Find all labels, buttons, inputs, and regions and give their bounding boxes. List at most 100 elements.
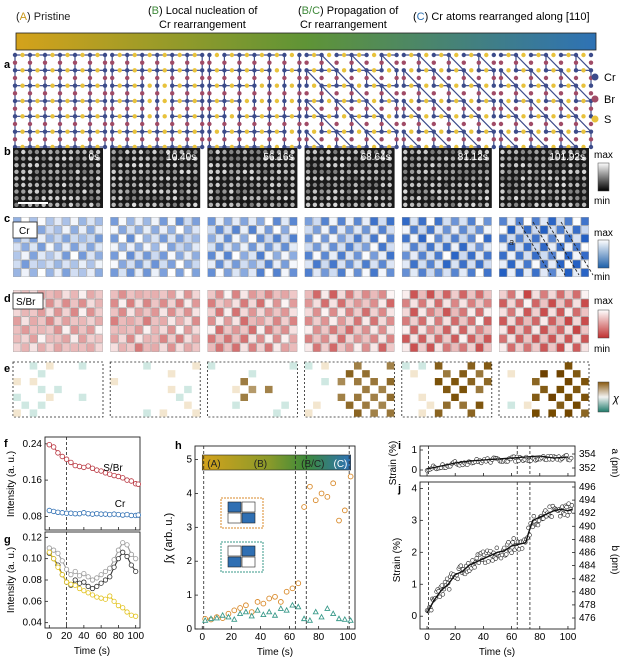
header-stages: (A) Pristine (B) Local nucleation of Cr … — [15, 5, 597, 51]
checker-cell — [426, 234, 435, 243]
cr-atom — [558, 98, 564, 104]
checker-cell — [248, 307, 257, 317]
checker-cell — [531, 290, 540, 299]
atom-column — [339, 176, 345, 181]
panel-frame — [401, 361, 493, 418]
br-atom — [319, 60, 324, 65]
br-atom — [57, 106, 63, 111]
s-atom — [311, 114, 317, 119]
checker-cell — [378, 217, 387, 226]
cr-atom — [267, 52, 272, 58]
checker-cell — [540, 316, 548, 326]
checker-cell — [362, 217, 370, 226]
diagonal-bond — [575, 115, 592, 133]
atom-column — [125, 182, 130, 188]
diagonal-bond — [403, 131, 420, 148]
checker-cell — [443, 370, 451, 378]
br-atom — [222, 137, 227, 142]
checker-cell — [580, 316, 589, 326]
checker-cell — [232, 290, 240, 299]
checker-cell — [143, 251, 151, 260]
x-tick-label: 80 — [534, 632, 546, 643]
br-atom — [401, 91, 406, 96]
atom-column — [409, 189, 415, 194]
checker-cell — [580, 268, 589, 277]
atom-column — [14, 182, 19, 188]
checker-cell — [370, 343, 379, 352]
orange-point — [289, 585, 296, 592]
atom-column — [48, 189, 53, 194]
checker-cell — [134, 234, 143, 243]
cr-atom — [498, 114, 504, 119]
checker-cell — [126, 334, 135, 343]
br-atom — [87, 106, 93, 111]
checker-cell — [207, 260, 216, 269]
cr-atom — [401, 83, 406, 88]
atom-column — [283, 176, 288, 181]
checker-cell — [581, 409, 589, 417]
atom-column — [229, 196, 234, 201]
atom-legend: Cr Br S — [591, 72, 616, 126]
atom-column — [387, 163, 392, 168]
atom-column — [443, 156, 449, 161]
checker-cell — [459, 334, 468, 343]
checker-cell — [78, 242, 87, 252]
checker-cell — [62, 234, 71, 243]
data-point — [63, 510, 70, 516]
checker-cell — [21, 401, 30, 409]
c-scale-min: min — [594, 272, 610, 283]
cr-atom — [237, 98, 242, 104]
atom-column — [34, 176, 40, 181]
atom-column — [437, 176, 442, 181]
br-atom — [200, 121, 205, 127]
atom-column — [541, 163, 546, 168]
checker-cell — [232, 268, 240, 277]
atom-column — [547, 182, 553, 188]
checker-cell — [183, 299, 192, 308]
atom-column — [326, 156, 331, 161]
cr-atom — [558, 129, 564, 134]
checker-cell — [362, 268, 370, 277]
checker-cell — [531, 225, 540, 234]
checker-cell — [362, 334, 370, 343]
checker-cell — [175, 290, 184, 299]
checker-cell — [94, 251, 103, 260]
atom-column — [89, 156, 94, 161]
diagonal-bond — [545, 85, 562, 102]
atom-column — [249, 189, 254, 194]
checker-cell — [523, 234, 532, 243]
panel-e-label: e — [4, 363, 10, 375]
cr-atom — [394, 68, 399, 73]
checker-cell — [289, 217, 298, 226]
checker-cell — [401, 225, 410, 234]
diagonal-bond — [515, 85, 532, 102]
atom-column — [575, 196, 580, 201]
br-atom — [207, 60, 212, 65]
data-point — [111, 511, 117, 517]
s-atom — [35, 98, 40, 104]
data-point — [50, 444, 57, 450]
checker-cell — [54, 260, 62, 269]
cr-atom — [446, 129, 451, 134]
checker-panel — [401, 290, 492, 352]
checker-cell — [167, 251, 176, 260]
checker-cell — [507, 290, 516, 299]
checker-cell — [175, 251, 184, 260]
checker-cell — [337, 225, 346, 234]
checker-cell — [353, 316, 362, 326]
cr-atom — [588, 52, 594, 58]
checker-cell — [321, 268, 329, 277]
checker-cell — [434, 234, 443, 243]
atom-column — [450, 196, 456, 201]
cr-atom — [573, 68, 579, 73]
checker-cell — [240, 217, 249, 226]
checker-cell — [483, 225, 492, 234]
s-atom — [132, 98, 137, 104]
data-point — [472, 565, 477, 570]
atom-column — [235, 202, 241, 207]
cr-atom — [491, 129, 496, 134]
s-atom — [326, 129, 332, 134]
checker-cell — [215, 217, 224, 226]
teal-point — [266, 608, 273, 615]
atom-column — [48, 149, 53, 155]
